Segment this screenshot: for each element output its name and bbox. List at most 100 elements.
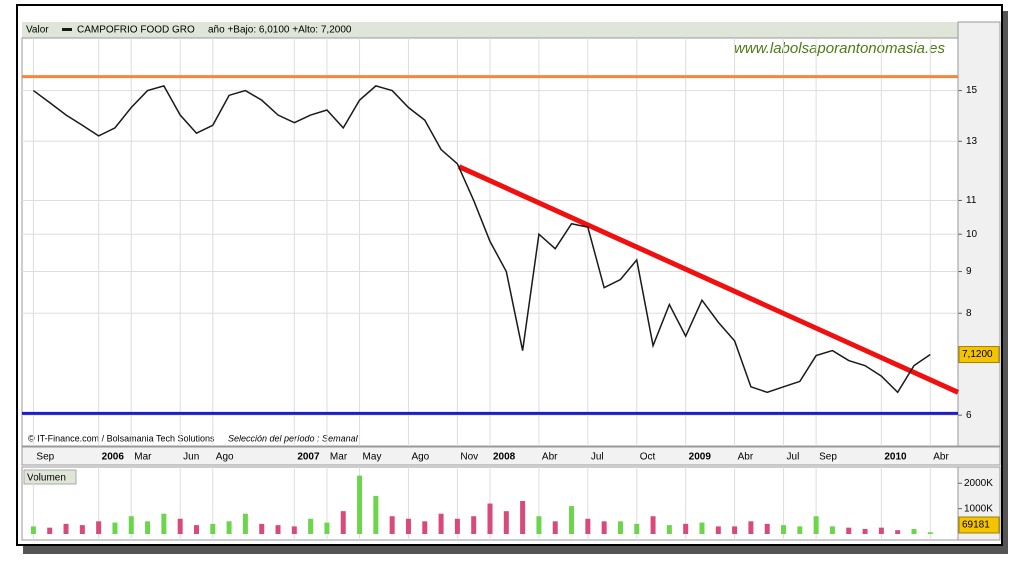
volume-bar [373, 495, 379, 534]
volume-bar [666, 525, 672, 534]
volume-title-box [23, 469, 77, 485]
x-tick-label: 2008 [493, 452, 516, 463]
volume-bar [503, 511, 509, 534]
y-tick-label: 8 [966, 308, 972, 319]
period: Selección del período : Semanal [228, 433, 359, 443]
volume-bar [732, 526, 738, 534]
header: Valor [26, 25, 49, 36]
volume-bar [927, 532, 933, 534]
volume-bar [552, 521, 558, 534]
volume-bar [226, 521, 232, 534]
volume-bar [487, 503, 493, 534]
y-tick-label: 10 [966, 229, 978, 240]
current-volume-box [958, 516, 1000, 534]
volume-bar [715, 526, 721, 534]
x-tick-label: 2010 [884, 452, 907, 463]
volume-bar [340, 511, 346, 534]
x-tick-label: Jul [591, 452, 604, 463]
trend-line [457, 164, 960, 395]
volume-bar [536, 516, 542, 534]
volume-bar [324, 522, 330, 534]
y-axis-panel [957, 21, 1001, 447]
x-axis-panel [21, 446, 1001, 466]
price-line [32, 85, 931, 394]
volume-bar [63, 523, 69, 534]
x-tick-label: Abr [738, 452, 754, 463]
x-tick-label: Jul [787, 452, 800, 463]
x-tick-label: Oct [640, 452, 656, 463]
subtitle: año +Bajo: 6,0100 +Alto: 7,2000 [208, 25, 352, 36]
x-tick-label: 2006 [102, 452, 125, 463]
x-tick-label: Mar [134, 452, 152, 463]
volume-bar [764, 523, 770, 534]
y-tick-label: 2000K [964, 478, 993, 489]
header-bar [22, 22, 958, 38]
volume-bar [422, 521, 428, 534]
volume-bar [275, 525, 281, 534]
volume-bar [210, 523, 216, 534]
y-tick-label: 9 [966, 266, 972, 277]
volume-bar [601, 521, 607, 534]
volume-bar [193, 525, 199, 534]
volume-bar [911, 528, 917, 534]
x-tick-label: Mar [330, 452, 348, 463]
current-value-label: 7,1200 [962, 349, 993, 360]
legend-swatch [62, 28, 72, 31]
volume-bar [617, 521, 623, 534]
volume-bar [895, 530, 901, 534]
volume-bar [650, 516, 656, 534]
volume-bar [389, 516, 395, 534]
volume-bar [797, 526, 803, 534]
volume-bar [862, 528, 868, 534]
source: © IT-Finance.com / Bolsamania Tech Solut… [28, 433, 215, 443]
x-tick-label: 2009 [689, 452, 712, 463]
volume-bar [748, 521, 754, 534]
x-tick-label: 2007 [297, 452, 320, 463]
volume-bar [79, 525, 85, 534]
x-tick-label: May [363, 452, 382, 463]
volume-bar [128, 516, 134, 534]
x-tick-label: Nov [460, 452, 478, 463]
volume-title: Volumen [27, 473, 66, 484]
volume-bar [813, 516, 819, 534]
volume-bar [634, 523, 640, 534]
x-tick-label: Sep [36, 452, 54, 463]
volume-bar [471, 516, 477, 534]
volume-bar [30, 526, 36, 534]
volume-bar [454, 518, 460, 534]
website: www.labolsaporantonomasia.es [734, 40, 945, 57]
volume-bar [846, 527, 852, 534]
x-tick-label: Abr [542, 452, 558, 463]
volume-bar [829, 526, 835, 534]
volume-bar [438, 513, 444, 534]
y-tick-label: 13 [966, 136, 978, 147]
volume-bar [259, 523, 265, 534]
volume-bar [357, 475, 363, 534]
x-tick-label: Ago [216, 452, 234, 463]
volume-bar [47, 527, 53, 534]
volume-bar [242, 513, 248, 534]
volume-bar [96, 521, 102, 534]
volume-bar [308, 518, 314, 534]
volume-bar [177, 518, 183, 534]
volume-bar [878, 527, 884, 534]
x-tick-label: Jun [183, 452, 199, 463]
volume-bar [520, 501, 526, 534]
volume-bar [569, 506, 575, 534]
current-volume-label: 69181 [962, 520, 990, 531]
x-tick-label: Sep [819, 452, 837, 463]
volume-bar [683, 523, 689, 534]
y-tick-label: 1000K [964, 503, 993, 514]
current-value-box [958, 346, 1000, 364]
volume-bar [145, 521, 151, 534]
x-tick-label: Abr [933, 452, 949, 463]
x-tick-label: Ago [411, 452, 429, 463]
legend-entry: CAMPOFRIO FOOD GRO [77, 25, 195, 36]
volume-bar [161, 513, 167, 534]
volume-bar [112, 522, 118, 534]
volume-bar [585, 518, 591, 534]
y-tick-label: 15 [966, 85, 978, 96]
volume-bar [699, 522, 705, 534]
volume-bar [781, 525, 787, 534]
volume-bar [291, 526, 297, 534]
